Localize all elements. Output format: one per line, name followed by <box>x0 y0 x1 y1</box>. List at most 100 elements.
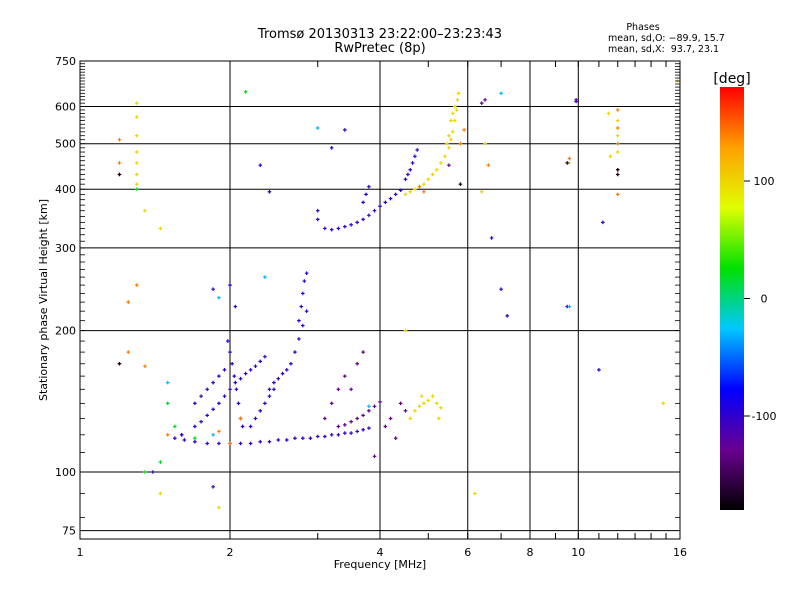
data-point <box>434 167 439 172</box>
data-point <box>304 309 309 313</box>
data-point <box>297 318 301 323</box>
data-point <box>417 184 422 189</box>
data-point <box>430 394 435 399</box>
data-point <box>117 137 122 142</box>
data-point <box>284 438 289 442</box>
data-point <box>499 287 503 292</box>
data-point <box>456 91 461 96</box>
data-point <box>439 161 443 165</box>
data-point <box>165 401 170 406</box>
y-tick-label: 75 <box>62 525 76 538</box>
data-point <box>173 436 177 441</box>
data-point <box>253 364 258 368</box>
data-point <box>182 438 187 442</box>
colorbar-tick-label: 100 <box>754 175 775 188</box>
data-point <box>367 184 371 189</box>
data-point <box>151 470 155 474</box>
data-point <box>248 441 253 446</box>
data-point <box>343 224 347 229</box>
data-point <box>343 374 347 378</box>
x-tick-label: 16 <box>673 546 687 559</box>
data-point <box>355 361 359 366</box>
data-points <box>117 79 680 510</box>
data-point <box>565 161 569 165</box>
data-point <box>361 427 365 432</box>
data-point <box>263 354 267 359</box>
data-point <box>236 401 241 406</box>
data-point <box>230 361 234 366</box>
data-point <box>336 424 341 429</box>
x-axis-label: Frequency [MHz] <box>334 558 426 571</box>
data-point <box>361 413 365 418</box>
data-point <box>439 405 443 410</box>
data-point <box>361 200 365 205</box>
data-point <box>355 220 359 225</box>
data-point <box>406 172 410 177</box>
y-tick-label: 200 <box>55 325 76 338</box>
data-point <box>451 111 455 116</box>
data-point <box>355 416 359 421</box>
data-point <box>499 91 503 96</box>
data-point <box>228 441 232 446</box>
data-point <box>415 148 419 152</box>
data-point <box>143 470 147 474</box>
data-point <box>661 401 665 406</box>
y-tick-label: 300 <box>55 242 76 255</box>
data-point <box>199 394 203 399</box>
y-tick-label: 400 <box>55 183 76 196</box>
data-point <box>479 189 484 194</box>
data-point <box>134 101 139 105</box>
data-point <box>217 295 221 300</box>
data-point <box>608 154 613 159</box>
data-point <box>117 161 122 165</box>
data-point <box>615 126 620 130</box>
data-point <box>367 213 371 218</box>
data-point <box>388 196 393 201</box>
data-point <box>293 436 297 441</box>
chart-subtitle: RwPretec (8p) <box>334 41 426 56</box>
data-point <box>343 128 347 132</box>
data-point <box>393 436 398 441</box>
data-point <box>158 226 163 231</box>
data-point <box>615 167 620 172</box>
data-point <box>413 408 417 413</box>
data-point <box>447 163 451 167</box>
data-point <box>232 374 237 378</box>
grid-lines <box>79 60 681 539</box>
data-point <box>567 156 572 161</box>
data-point <box>158 460 163 464</box>
data-point <box>615 172 620 177</box>
data-point <box>217 401 221 406</box>
data-point <box>134 150 139 154</box>
data-point <box>134 161 139 165</box>
data-point <box>258 163 263 167</box>
data-point <box>329 433 334 437</box>
data-point <box>211 433 215 437</box>
data-point <box>134 115 139 119</box>
data-point <box>378 204 382 209</box>
data-point <box>233 304 238 309</box>
data-point <box>134 283 139 287</box>
data-point <box>211 287 215 292</box>
data-point <box>329 401 334 406</box>
data-point <box>323 434 327 439</box>
y-axis-ticks: 75 100 200 300 400 500 600 750 <box>55 55 680 538</box>
data-point <box>574 98 578 102</box>
data-point <box>217 505 221 510</box>
data-point <box>388 416 393 421</box>
data-point <box>329 146 334 150</box>
data-point <box>361 217 365 222</box>
data-point <box>228 283 232 287</box>
data-point <box>276 376 281 381</box>
data-point <box>447 133 451 138</box>
data-point <box>383 200 388 205</box>
data-point <box>179 433 184 437</box>
data-point <box>315 126 320 130</box>
data-point <box>349 387 353 392</box>
data-point <box>205 413 209 418</box>
data-point <box>355 429 359 434</box>
data-point <box>193 401 197 406</box>
data-point <box>426 177 431 182</box>
data-point <box>364 192 368 197</box>
